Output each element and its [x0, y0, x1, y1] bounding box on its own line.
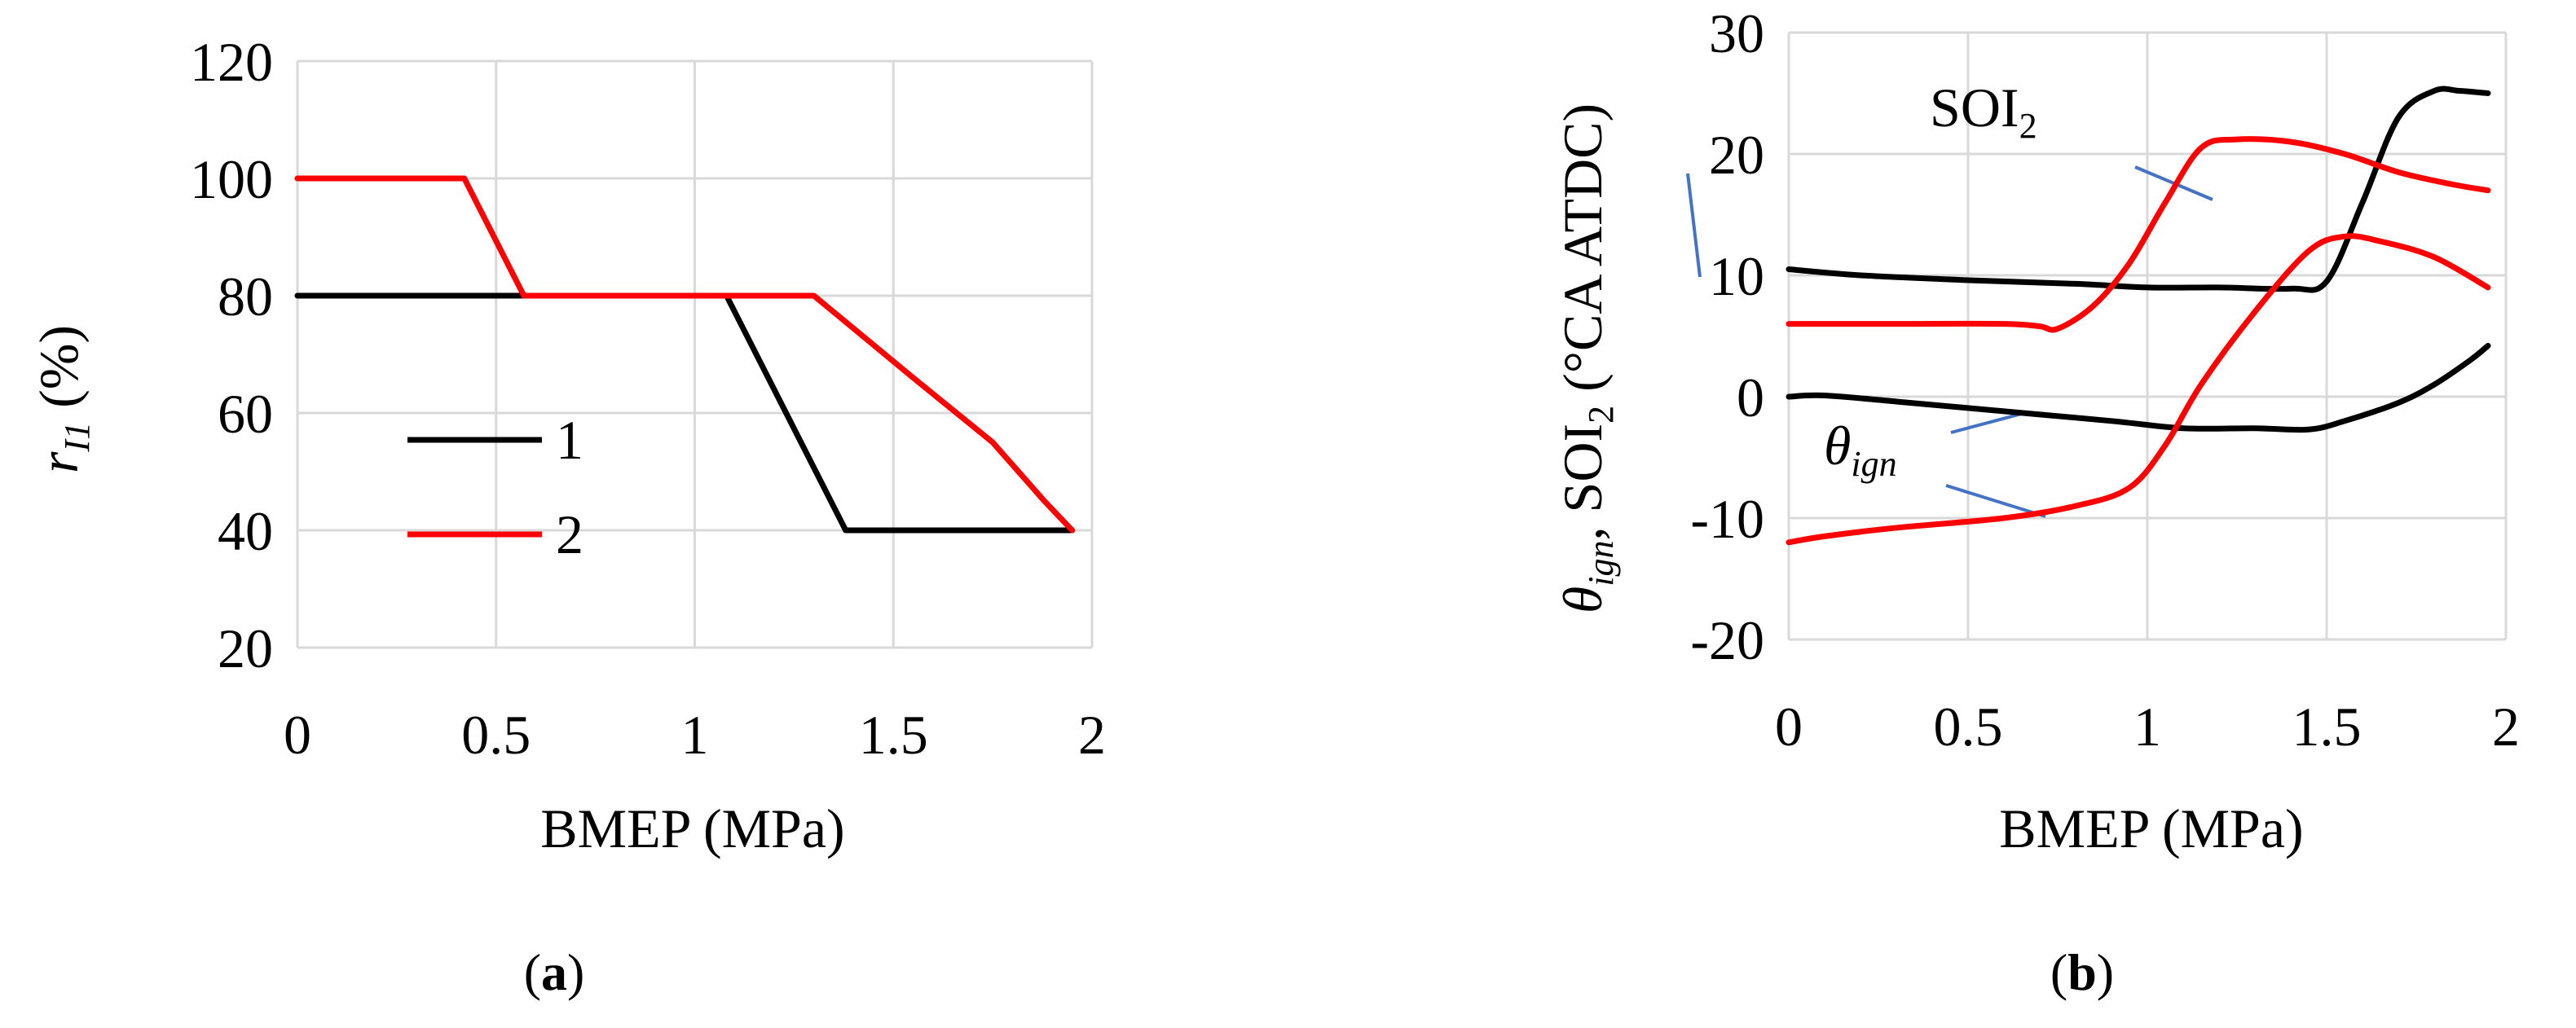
y-axis-label-a-base: r: [28, 451, 90, 473]
x-tick-label: 1.5: [859, 704, 928, 766]
x-axis-label-b: BMEP (MPa): [1999, 797, 2303, 859]
y-axis-label-b-unit: (°CA ATDC): [1552, 103, 1614, 406]
series-a: [294, 175, 1076, 534]
x-tick-label: 0: [284, 704, 311, 766]
grid-b: [1787, 31, 2508, 641]
y-tick-label: -10: [1690, 488, 1764, 550]
x-tick-label: 0: [1775, 696, 1803, 758]
annotation-soi2-text: SOI: [1930, 77, 2019, 138]
y-ticks-a: 20 40 60 80 100 120: [190, 31, 273, 679]
series-line-b-1: [1786, 86, 2491, 293]
chart-a: 0 0.5 1 1.5 2 20 40 60 80 100 120 BMEP (MPa) rI1 …: [28, 31, 1106, 1001]
y-tick-label: 30: [1709, 2, 1764, 64]
y-tick-label: 10: [1709, 245, 1764, 307]
panel-label-b-open: (: [2050, 943, 2067, 1001]
grid-a: [296, 59, 1094, 649]
y-tick-label: 120: [190, 31, 273, 93]
y-axis-label-b-theta-sub: ign: [1581, 540, 1621, 586]
series-line-b-3: [1786, 342, 2491, 433]
y-tick-label: 0: [1737, 367, 1764, 428]
leader-soi2-black: [1686, 173, 1702, 278]
y-axis-label-a-sub: I1: [57, 422, 97, 453]
series-line-b-4: [1786, 233, 2491, 546]
y-tick-label: 40: [218, 500, 273, 562]
y-tick-label: -20: [1690, 609, 1764, 671]
series-line-a-2: [294, 175, 1076, 534]
y-axis-label-a-unit: (%): [28, 325, 90, 422]
x-tick-label: 0.5: [1934, 696, 2003, 758]
annotation-theta-text: θ: [1824, 415, 1851, 477]
leader-theta-black: [1950, 411, 2028, 434]
series-line-a-1: [294, 292, 1076, 534]
x-tick-label: 2: [2492, 696, 2520, 758]
y-tick-label: 100: [190, 148, 273, 210]
panel-label-b-close: ): [2097, 943, 2114, 1001]
legend-label-2: 2: [556, 503, 583, 565]
series-line-b-2: [1786, 136, 2491, 333]
annotation-theta-sub: ign: [1851, 444, 1896, 484]
panel-label-b-letter: b: [2067, 943, 2097, 1001]
y-axis-label-b-sep: , SOI: [1552, 424, 1614, 541]
x-ticks-b: 0 0.5 1 1.5 2: [1775, 696, 2520, 758]
y-axis-label-b: θign, SOI2 (°CA ATDC): [1552, 103, 1621, 613]
x-tick-label: 1: [681, 704, 709, 766]
legend-label-1: 1: [556, 409, 583, 471]
annotation-leaders-b: [1686, 165, 2213, 518]
panel-label-a-letter: a: [541, 943, 567, 1001]
series-b: [1786, 86, 2491, 546]
panel-label-a: (a): [524, 943, 585, 1001]
y-tick-label: 80: [218, 266, 273, 327]
panel-label-a-close: ): [567, 943, 584, 1001]
y-tick-label: 20: [218, 617, 273, 679]
x-tick-label: 2: [1078, 704, 1106, 766]
y-ticks-b: -20 -10 0 10 20 30: [1690, 2, 1764, 671]
y-axis-label-b-theta: θ: [1552, 586, 1614, 613]
leader-theta-red: [1945, 484, 2046, 518]
annotation-theta-ign: θign: [1824, 415, 1897, 484]
y-tick-label: 20: [1709, 124, 1764, 186]
y-tick-label: 60: [218, 383, 273, 445]
y-axis-label-a: rI1 (%): [28, 325, 97, 473]
x-tick-label: 0.5: [461, 704, 531, 766]
x-axis-label-a: BMEP (MPa): [540, 797, 844, 859]
annotation-soi2: SOI2: [1930, 77, 2037, 146]
x-ticks-a: 0 0.5 1 1.5 2: [284, 704, 1106, 766]
panel-label-a-open: (: [524, 943, 541, 1001]
panel-label-b: (b): [2050, 943, 2114, 1001]
x-tick-label: 1.5: [2292, 696, 2362, 758]
legend-a: 1 2: [407, 409, 583, 565]
annotation-soi2-sub: 2: [2019, 106, 2037, 146]
x-tick-label: 1: [2133, 696, 2161, 758]
y-axis-label-b-soi-sub: 2: [1581, 406, 1621, 424]
